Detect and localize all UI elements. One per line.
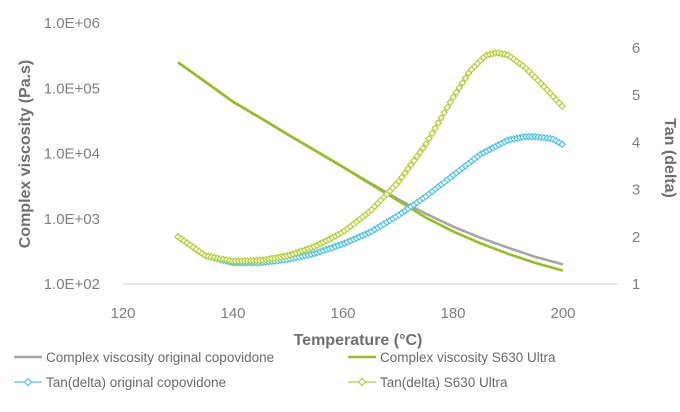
data-point <box>192 245 200 254</box>
data-point <box>558 102 567 110</box>
data-point <box>428 129 436 138</box>
series-layer <box>174 49 567 272</box>
x-tick-label: 160 <box>330 305 355 322</box>
data-point <box>23 377 33 387</box>
data-point <box>413 152 421 161</box>
data-point <box>410 156 418 165</box>
data-point <box>407 160 415 169</box>
series-line <box>177 136 564 264</box>
x-tick-label: 140 <box>220 305 245 322</box>
right-tick-label: 5 <box>632 87 640 104</box>
x-tick-label: 120 <box>110 305 135 322</box>
data-point <box>461 74 470 82</box>
left-axis-ticks: 1.0E+02 1.0E+03 1.0E+04 1.0E+05 1.0E+06 <box>44 15 100 293</box>
data-point <box>394 177 403 186</box>
data-point <box>180 237 188 245</box>
data-point <box>425 134 433 143</box>
legend-item: Complex viscosity original copovidone <box>14 350 274 365</box>
left-tick-label: 1.0E+06 <box>44 15 100 32</box>
data-point <box>404 165 412 173</box>
x-axis-ticks: 120 140 160 180 200 <box>110 305 575 322</box>
data-point <box>434 119 442 127</box>
data-point <box>177 235 185 243</box>
right-tick-label: 4 <box>632 134 640 151</box>
data-point <box>440 108 449 117</box>
legend-label: Tan(delta) original copovidone <box>46 375 226 390</box>
left-tick-label: 1.0E+03 <box>44 211 100 228</box>
legend-item: Complex viscosity S630 Ultra <box>348 350 556 365</box>
left-tick-label: 1.0E+04 <box>44 146 100 163</box>
legend: Complex viscosity original copovidone Com… <box>14 350 556 390</box>
data-point <box>195 247 204 256</box>
series-tan-delta-s630-ultra <box>174 49 567 266</box>
data-point <box>515 59 524 68</box>
right-axis-title: Tan (delta) <box>661 118 678 198</box>
data-point <box>558 140 567 149</box>
legend-item: Tan(delta) original copovidone <box>14 375 226 390</box>
data-point <box>452 88 461 97</box>
data-point <box>446 98 455 107</box>
data-point <box>431 124 439 133</box>
data-point <box>506 53 515 61</box>
right-axis-ticks: 1 2 3 4 5 6 <box>632 40 640 293</box>
right-tick-label: 1 <box>632 276 640 293</box>
data-point <box>401 169 409 177</box>
x-tick-label: 180 <box>440 305 465 322</box>
right-tick-label: 6 <box>632 40 640 57</box>
data-point <box>443 103 452 112</box>
data-point <box>416 148 424 157</box>
legend-label: Complex viscosity S630 Ultra <box>380 350 556 365</box>
data-point <box>449 93 458 101</box>
data-point <box>437 114 446 122</box>
data-point <box>455 83 464 92</box>
legend-label: Tan(delta) S630 Ultra <box>380 375 508 390</box>
data-point <box>357 377 367 387</box>
data-point <box>422 139 430 148</box>
data-point <box>398 173 406 182</box>
data-point <box>419 144 427 153</box>
right-tick-label: 2 <box>632 229 640 246</box>
left-tick-label: 1.0E+05 <box>44 80 100 97</box>
left-axis-title: Complex viscosity (Pa.s) <box>17 60 34 249</box>
right-tick-label: 3 <box>632 182 640 199</box>
legend-label: Complex viscosity original copovidone <box>46 350 274 365</box>
left-tick-label: 1.0E+02 <box>44 276 100 293</box>
x-axis-title: Temperature (°C) <box>294 332 423 349</box>
series-line <box>177 61 564 272</box>
legend-item: Tan(delta) S630 Ultra <box>348 375 508 390</box>
x-tick-label: 200 <box>550 305 575 322</box>
series-complex-viscosity-s630-ultra <box>177 61 564 272</box>
data-point <box>458 79 467 87</box>
